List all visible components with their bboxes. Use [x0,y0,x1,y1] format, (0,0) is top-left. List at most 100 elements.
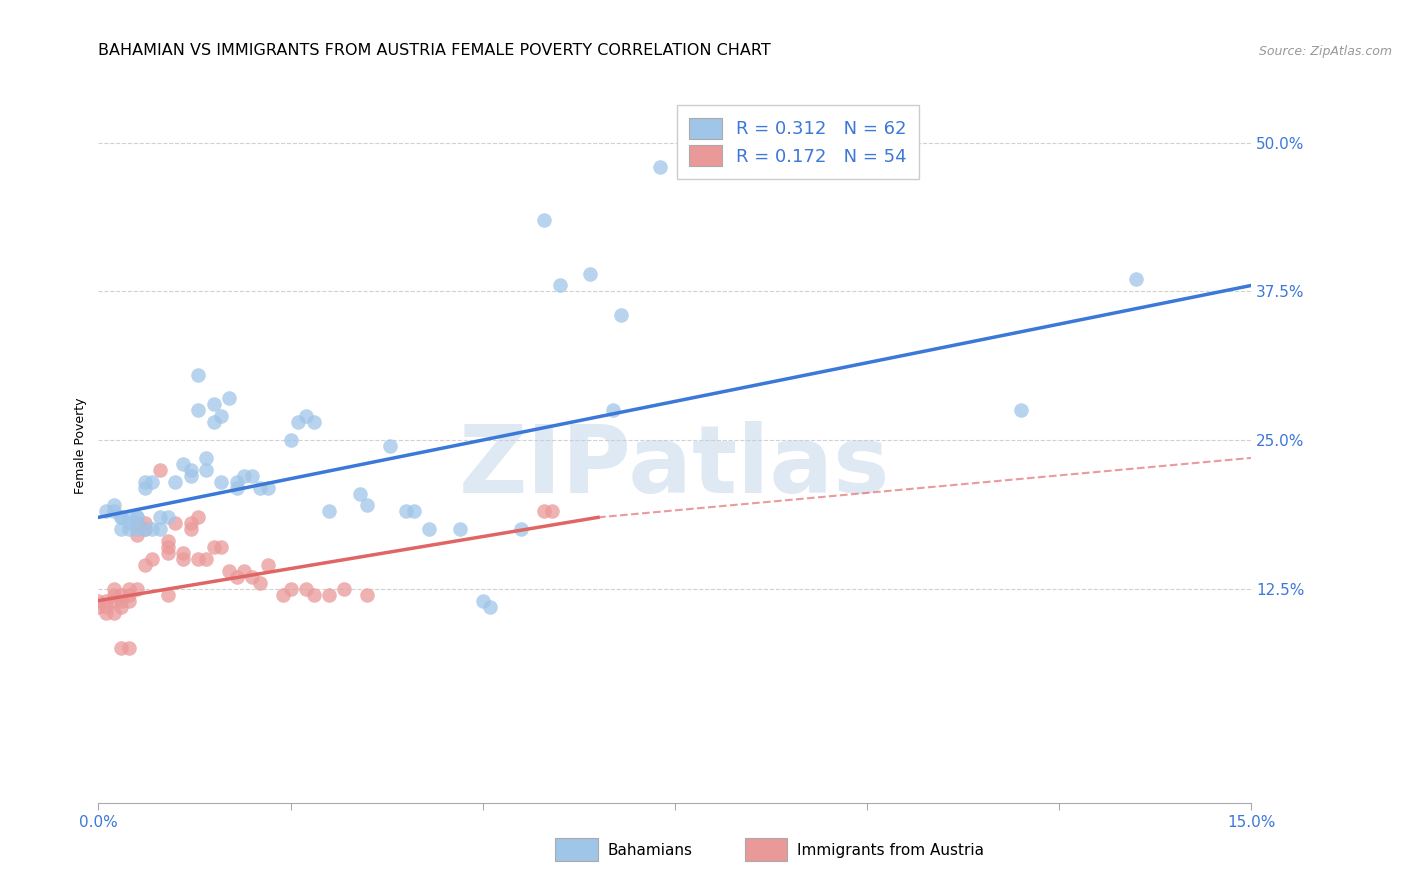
Point [134,522,156,536]
Point [125,510,148,524]
Point [318,588,340,602]
Point [110,599,132,614]
Point [103,499,125,513]
Point [280,582,302,596]
Point [356,499,378,513]
Point [141,522,163,536]
Point [118,582,141,596]
Point [395,504,418,518]
Point [103,593,125,607]
Point [125,516,148,531]
Point [134,522,156,536]
Point [125,522,148,536]
Point [165,475,187,489]
Text: Source: ZipAtlas.com: Source: ZipAtlas.com [1258,45,1392,58]
Point [1010,403,1032,417]
Point [187,368,209,382]
Point [110,593,132,607]
Point [125,582,148,596]
Point [225,475,247,489]
Point [449,522,471,536]
Point [318,504,340,518]
Point [579,267,602,281]
Point [295,582,318,596]
Point [134,481,156,495]
Point [94,504,117,518]
Point [180,516,202,531]
Point [103,606,125,620]
Point [333,582,356,596]
Point [94,606,117,620]
Point [118,641,141,656]
Point [180,468,202,483]
Point [240,570,263,584]
Point [287,415,309,429]
Point [180,463,202,477]
Point [471,593,494,607]
Point [380,439,402,453]
Point [156,588,179,602]
Point [141,475,163,489]
Point [172,552,194,566]
Point [479,599,502,614]
Text: ZIPatlas: ZIPatlas [460,421,890,514]
Point [202,415,225,429]
Point [533,213,555,227]
Point [118,588,141,602]
Point [302,588,325,602]
Point [510,522,533,536]
Point [118,516,141,531]
Point [103,588,125,602]
Text: Bahamians: Bahamians [607,843,692,857]
Point [602,403,624,417]
Point [356,588,378,602]
Point [94,593,117,607]
Point [418,522,440,536]
Point [149,510,172,524]
Y-axis label: Female Poverty: Female Poverty [75,398,87,494]
Point [187,552,209,566]
Point [249,481,271,495]
Point [648,160,671,174]
Point [172,457,194,471]
Point [149,463,172,477]
Point [87,599,110,614]
Point [110,588,132,602]
Text: Immigrants from Austria: Immigrants from Austria [797,843,984,857]
Point [180,522,202,536]
Point [541,504,564,518]
Point [141,552,163,566]
Point [302,415,325,429]
Point [225,481,247,495]
Point [233,564,256,578]
Point [118,510,141,524]
Text: BAHAMIAN VS IMMIGRANTS FROM AUSTRIA FEMALE POVERTY CORRELATION CHART: BAHAMIAN VS IMMIGRANTS FROM AUSTRIA FEMA… [98,43,770,58]
Point [256,558,278,572]
Point [225,570,247,584]
Point [103,582,125,596]
Point [156,510,179,524]
Point [249,575,271,590]
Point [149,522,172,536]
Point [156,546,179,560]
Point [165,516,187,531]
Point [110,522,132,536]
Point [195,450,218,465]
Point [202,540,225,554]
Point [118,593,141,607]
Point [87,593,110,607]
Point [156,534,179,549]
Point [110,510,132,524]
Point [240,468,263,483]
Point [125,510,148,524]
Point [533,504,555,518]
Point [156,540,179,554]
Point [271,588,294,602]
Point [125,528,148,542]
Point [280,433,302,447]
Point [187,403,209,417]
Point [94,599,117,614]
Point [256,481,278,495]
Point [202,397,225,411]
Point [402,504,425,518]
